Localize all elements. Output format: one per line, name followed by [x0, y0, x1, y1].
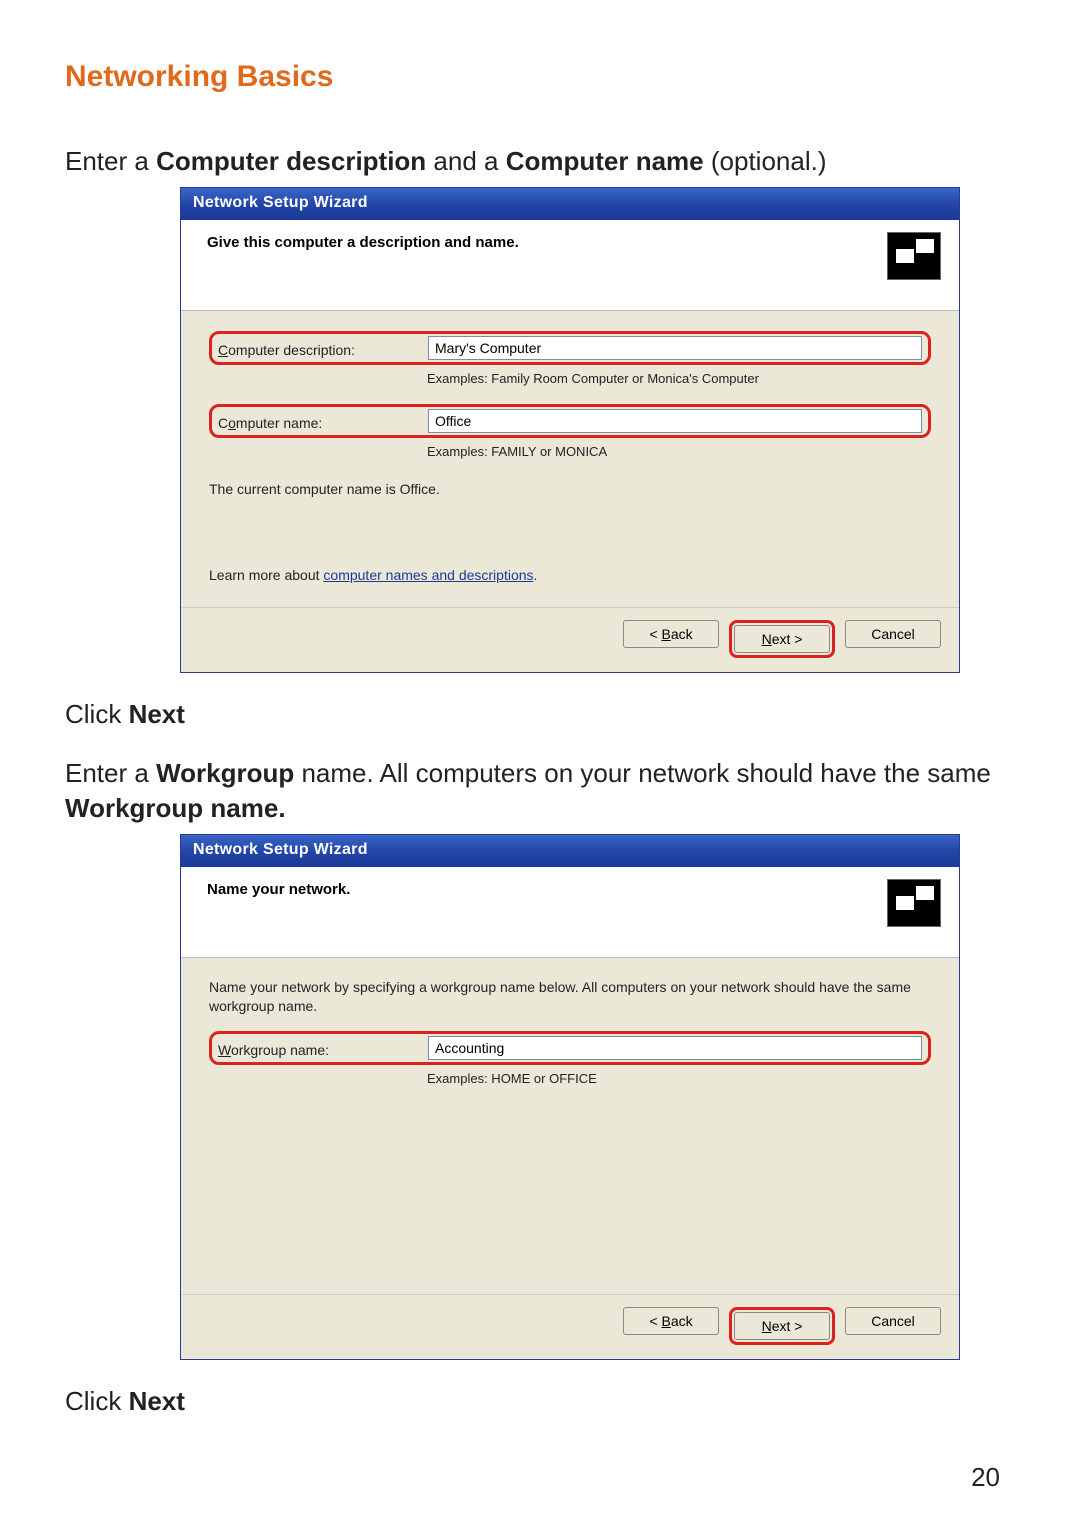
field-wrap	[428, 409, 922, 433]
page-title: Networking Basics	[65, 60, 1015, 94]
page-number: 20	[971, 1462, 1000, 1493]
computer-description-example: Examples: Family Room Computer or Monica…	[427, 371, 931, 386]
current-computer-name-text: The current computer name is Office.	[209, 481, 931, 497]
next-button[interactable]: Next >	[734, 1312, 830, 1340]
btn-text: <	[649, 626, 661, 642]
text: Click	[65, 699, 129, 729]
back-button[interactable]: < Back	[623, 1307, 719, 1335]
text: and a	[426, 146, 506, 176]
dialog-body: Computer description: Examples: Family R…	[181, 311, 959, 607]
text-bold: Workgroup	[156, 758, 294, 788]
dialog-subhead: Name your network.	[181, 867, 959, 958]
text: Learn more about	[209, 567, 323, 583]
computer-name-label: Computer name:	[218, 411, 410, 431]
click-next-1: Click Next	[65, 697, 1015, 732]
label-text: C	[218, 415, 228, 431]
spacer-label	[209, 1067, 409, 1071]
spacer-label	[209, 367, 409, 371]
text: Enter a	[65, 758, 156, 788]
text: .	[534, 567, 538, 583]
network-setup-wizard-dialog-1: Network Setup Wizard Give this computer …	[180, 187, 960, 673]
spacer-label	[209, 440, 409, 444]
text-bold: Computer description	[156, 146, 426, 176]
click-next-2: Click Next	[65, 1384, 1015, 1419]
network-icon	[887, 232, 941, 280]
mnemonic: B	[661, 1313, 670, 1329]
button-row: < Back Next > Cancel	[181, 607, 959, 672]
computer-names-link[interactable]: computer names and descriptions	[323, 567, 533, 583]
network-setup-wizard-dialog-2: Network Setup Wizard Name your network. …	[180, 834, 960, 1359]
instruction-1: Enter a Computer description and a Compu…	[65, 144, 1015, 179]
mnemonic: o	[228, 415, 236, 431]
row: Examples: HOME or OFFICE	[209, 1067, 931, 1100]
text: Click	[65, 1386, 129, 1416]
titlebar: Network Setup Wizard	[181, 835, 959, 867]
next-button[interactable]: Next >	[734, 625, 830, 653]
workgroup-input[interactable]	[428, 1036, 922, 1060]
button-row: < Back Next > Cancel	[181, 1294, 959, 1359]
text-bold: Next	[129, 1386, 185, 1416]
text: Enter a	[65, 146, 156, 176]
highlight-next-button: Next >	[729, 620, 835, 658]
text: (optional.)	[704, 146, 827, 176]
row: Examples: Family Room Computer or Monica…	[209, 367, 931, 400]
text: name. All computers on your network shou…	[294, 758, 991, 788]
mnemonic: C	[218, 342, 228, 358]
back-button[interactable]: < Back	[623, 620, 719, 648]
label-text: mputer name:	[236, 415, 322, 431]
btn-text: ext >	[772, 631, 803, 647]
network-icon	[887, 879, 941, 927]
dialog-description: Name your network by specifying a workgr…	[209, 978, 931, 1014]
text-bold: Workgroup name.	[65, 793, 286, 823]
mnemonic: W	[218, 1042, 231, 1058]
computer-description-input[interactable]	[428, 336, 922, 360]
titlebar: Network Setup Wizard	[181, 188, 959, 220]
mnemonic: N	[762, 631, 772, 647]
field-wrap	[428, 336, 922, 360]
highlight-next-button: Next >	[729, 1307, 835, 1345]
computer-name-example: Examples: FAMILY or MONICA	[427, 444, 931, 459]
subhead-text: Name your network.	[207, 879, 350, 898]
computer-name-input[interactable]	[428, 409, 922, 433]
label-text: orkgroup name:	[231, 1042, 329, 1058]
btn-text: ack	[671, 1313, 693, 1329]
highlight-workgroup-row: Workgroup name:	[209, 1031, 931, 1065]
spacer	[209, 1104, 931, 1284]
dialog-subhead: Give this computer a description and nam…	[181, 220, 959, 311]
learn-more-text: Learn more about computer names and desc…	[209, 567, 931, 583]
cancel-button[interactable]: Cancel	[845, 1307, 941, 1335]
instruction-2: Enter a Workgroup name. All computers on…	[65, 756, 1015, 826]
text-bold: Next	[129, 699, 185, 729]
highlight-computer-description-row: Computer description:	[209, 331, 931, 365]
workgroup-example: Examples: HOME or OFFICE	[427, 1071, 931, 1086]
field-wrap	[428, 1036, 922, 1060]
btn-text: ext >	[772, 1318, 803, 1334]
cancel-button[interactable]: Cancel	[845, 620, 941, 648]
btn-text: ack	[671, 626, 693, 642]
highlight-computer-name-row: Computer name:	[209, 404, 931, 438]
btn-text: <	[649, 1313, 661, 1329]
mnemonic: N	[762, 1318, 772, 1334]
row: Examples: FAMILY or MONICA	[209, 440, 931, 473]
workgroup-label: Workgroup name:	[218, 1038, 410, 1058]
subhead-text: Give this computer a description and nam…	[207, 232, 519, 251]
mnemonic: B	[661, 626, 670, 642]
label-text: omputer description:	[228, 342, 355, 358]
text-bold: Computer name	[506, 146, 704, 176]
dialog-body: Name your network by specifying a workgr…	[181, 958, 959, 1293]
document-page: Networking Basics Enter a Computer descr…	[0, 0, 1080, 1529]
computer-description-label: Computer description:	[218, 338, 410, 358]
